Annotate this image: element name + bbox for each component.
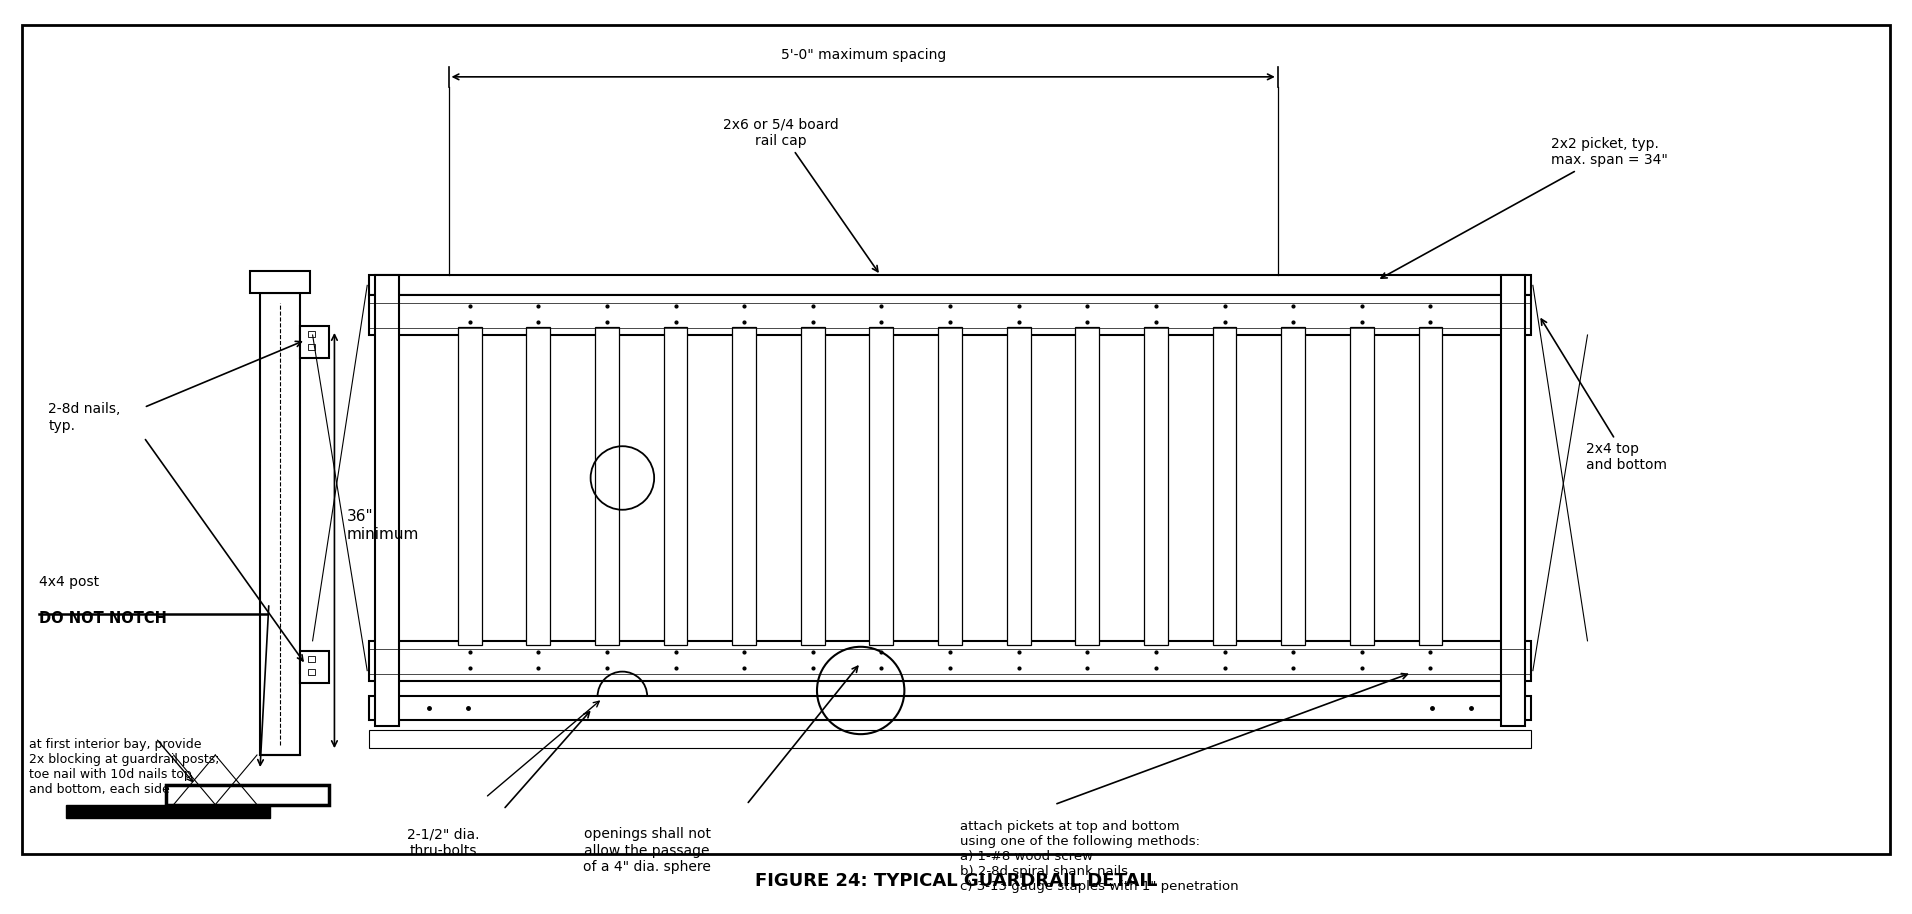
Text: attach pickets at top and bottom
using one of the following methods:
a) 1-#8 woo: attach pickets at top and bottom using o… — [960, 820, 1239, 893]
Bar — [308, 655, 315, 662]
Text: 2-1/2" dia.
thru-bolts: 2-1/2" dia. thru-bolts — [407, 827, 480, 857]
Bar — [369, 730, 1532, 748]
Text: FIGURE 24: TYPICAL GUARDRAIL DETAIL: FIGURE 24: TYPICAL GUARDRAIL DETAIL — [755, 872, 1157, 890]
Bar — [369, 696, 1532, 720]
Bar — [939, 327, 962, 644]
Bar — [375, 275, 400, 727]
Bar — [457, 327, 482, 644]
Bar — [1281, 327, 1306, 644]
Text: 4x4 post: 4x4 post — [38, 575, 99, 590]
Text: 2x4 top
and bottom: 2x4 top and bottom — [1541, 319, 1667, 473]
Bar — [67, 804, 270, 817]
Text: 36"
minimum: 36" minimum — [346, 509, 419, 542]
Bar — [250, 271, 310, 293]
Text: at first interior bay, provide
2x blocking at guardrail posts;
toe nail with 10d: at first interior bay, provide 2x blocki… — [29, 739, 220, 796]
Bar — [870, 327, 893, 644]
Bar — [1212, 327, 1237, 644]
Bar — [1143, 327, 1168, 644]
Bar — [732, 327, 755, 644]
Text: 2x6 or 5/4 board
rail cap: 2x6 or 5/4 board rail cap — [723, 117, 878, 271]
Bar — [801, 327, 824, 644]
Bar — [300, 326, 329, 358]
Bar — [308, 669, 315, 675]
Bar — [166, 785, 329, 804]
Bar — [1008, 327, 1031, 644]
Bar — [308, 344, 315, 350]
Bar — [1501, 275, 1526, 727]
Bar — [300, 651, 329, 683]
Bar — [308, 331, 315, 337]
Bar — [260, 293, 300, 755]
Bar — [595, 327, 619, 644]
Bar — [1075, 327, 1099, 644]
Bar — [369, 295, 1532, 335]
Bar — [369, 275, 1532, 295]
Bar — [1419, 327, 1442, 644]
Bar — [663, 327, 688, 644]
Text: 2-8d nails,
typ.: 2-8d nails, typ. — [48, 402, 120, 432]
Text: openings shall not
allow the passage
of a 4" dia. sphere: openings shall not allow the passage of … — [583, 827, 711, 874]
Text: 5'-0" maximum spacing: 5'-0" maximum spacing — [780, 48, 946, 62]
Bar — [1350, 327, 1373, 644]
Bar — [526, 327, 551, 644]
Text: 2x2 picket, typ.
max. span = 34": 2x2 picket, typ. max. span = 34" — [1380, 137, 1667, 278]
Text: DO NOT NOTCH: DO NOT NOTCH — [38, 611, 166, 626]
Bar — [369, 641, 1532, 681]
